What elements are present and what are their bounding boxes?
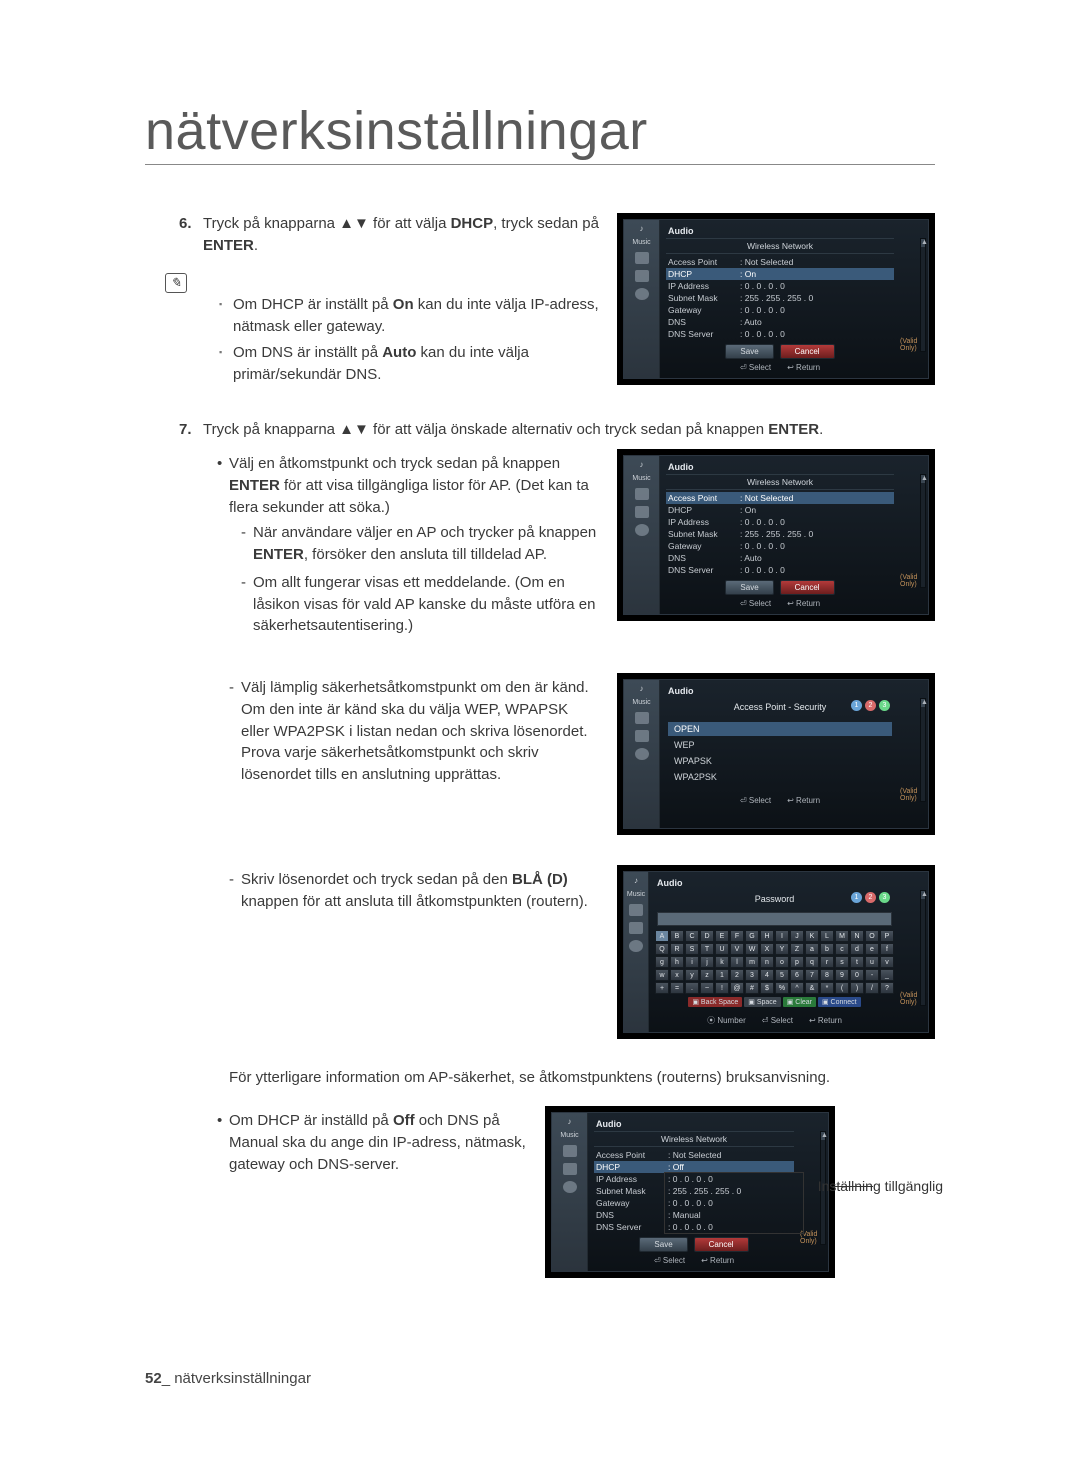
step7-extra: För ytterligare information om AP-säkerh…	[145, 1069, 935, 1086]
annotation-line	[833, 1186, 873, 1187]
screenshot-step7a: ♪ Music Audio Wireless Network Access Po…	[617, 449, 935, 621]
page-title: nätverksinställningar	[145, 100, 935, 165]
screenshot-step7c: ♪ Music Audio Password 123 ABCDEFGHIJKLM…	[617, 865, 935, 1039]
step7-bullet1: Välj en åtkomstpunkt och tryck sedan på …	[217, 453, 599, 637]
step7-intro: 7. Tryck på knapparna ▲▼ för att välja ö…	[145, 419, 935, 441]
note-icon: ✎	[165, 273, 187, 293]
step7-d1: När användare väljer en AP och trycker p…	[241, 522, 599, 566]
page-footer: 52_ nätverksinställningar	[145, 1370, 311, 1387]
step6-number: 6.	[179, 213, 192, 235]
screenshot-step7b: ♪ Music Audio Access Point - Security 12…	[617, 673, 935, 835]
screenshot-step7d: ♪ Music Audio Wireless Network Access Po…	[545, 1106, 835, 1278]
note1: Om DHCP är inställt på On kan du inte vä…	[219, 294, 599, 338]
step7-d3: Välj lämplig säkerhetsåtkomstpunkt om de…	[229, 677, 599, 786]
screenshot-step6: ♪ Music Audio Wireless Network Access Po…	[617, 213, 935, 385]
step7-bullet2: Om DHCP är inställd på Off och DNS på Ma…	[217, 1110, 527, 1175]
step7-d4: Skriv lösenordet och tryck sedan på den …	[229, 869, 599, 913]
step7-d2: Om allt fungerar visas ett meddelande. (…	[241, 572, 599, 637]
note2: Om DNS är inställt på Auto kan du inte v…	[219, 342, 599, 386]
step6-text: 6. Tryck på knapparna ▲▼ för att välja D…	[203, 213, 599, 257]
